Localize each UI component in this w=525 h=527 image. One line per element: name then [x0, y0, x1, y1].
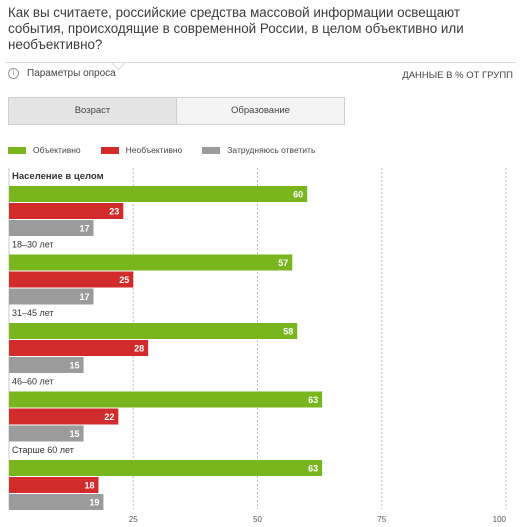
tick-label: 25	[129, 515, 138, 524]
category-label: Население в целом	[12, 171, 104, 182]
data-label: 60	[293, 190, 303, 200]
legend-swatch-unsure	[202, 146, 221, 154]
legend-swatch-objective	[8, 146, 26, 154]
data-label: 19	[89, 498, 99, 508]
data-label: 15	[70, 429, 80, 439]
tick-label: 100	[493, 515, 507, 524]
data-label: 23	[109, 207, 119, 217]
data-label: 17	[79, 224, 89, 234]
tab-age[interactable]: Возраст	[9, 98, 177, 124]
bar-objective	[9, 391, 323, 408]
bar-unsure	[9, 288, 94, 305]
tick-label: 75	[377, 515, 386, 524]
bar-unsure	[9, 425, 84, 442]
group-tabs: Возраст Образование	[8, 97, 345, 125]
data-label: 22	[104, 412, 114, 422]
chart-title: Как вы считаете, российские средства мас…	[8, 5, 464, 52]
data-label: 15	[70, 361, 80, 371]
bar-objective	[9, 323, 298, 339]
data-label: 63	[308, 395, 318, 405]
data-label: 57	[278, 258, 288, 268]
data-label: 25	[119, 275, 129, 285]
bar-chart: Население в целом 60 23 17 18–30 лет 57 25 17 31…	[8, 168, 507, 524]
category-label: 18–30 лет	[12, 240, 54, 250]
bar-objective	[9, 186, 308, 202]
header-divider	[6, 62, 516, 63]
bar-not-objective	[9, 340, 149, 356]
legend-item-not-objective: Необъективно	[100, 145, 183, 155]
tick-label: 50	[253, 515, 262, 524]
legend-label-not-objective: Необъективно	[125, 145, 183, 155]
units-label: ДАННЫЕ В % ОТ ГРУПП	[402, 70, 513, 81]
data-label: 63	[308, 464, 318, 474]
data-label: 18	[84, 481, 94, 491]
bar-unsure	[9, 220, 94, 236]
survey-params-label: Параметры опроса	[27, 68, 116, 79]
tab-education[interactable]: Образование	[231, 105, 290, 116]
legend-swatch-not-objective	[100, 146, 119, 154]
data-label: 28	[134, 344, 144, 354]
legend-item-objective: Объективно	[8, 145, 81, 155]
legend: Объективно Необъективно Затрудняюсь отве…	[8, 145, 335, 155]
bar-unsure	[9, 494, 104, 510]
legend-label-objective: Объективно	[33, 145, 81, 155]
category-label: 46–60 лет	[12, 377, 54, 387]
bar-not-objective	[9, 477, 99, 493]
survey-params-toggle[interactable]: i Параметры опроса	[8, 68, 116, 79]
info-icon: i	[8, 68, 19, 79]
legend-label-unsure: Затрудняюсь ответить	[227, 145, 316, 155]
category-label: 31–45 лет	[12, 308, 54, 318]
bar-objective	[9, 254, 293, 271]
bar-not-objective	[9, 271, 134, 288]
legend-item-unsure: Затрудняюсь ответить	[202, 145, 315, 155]
data-label: 17	[79, 292, 89, 302]
bar-not-objective	[9, 203, 124, 219]
bar-not-objective	[9, 408, 119, 425]
category-label: Старше 60 лет	[12, 445, 74, 455]
data-label: 58	[283, 327, 293, 337]
bar-objective	[9, 460, 323, 476]
bar-unsure	[9, 357, 84, 373]
